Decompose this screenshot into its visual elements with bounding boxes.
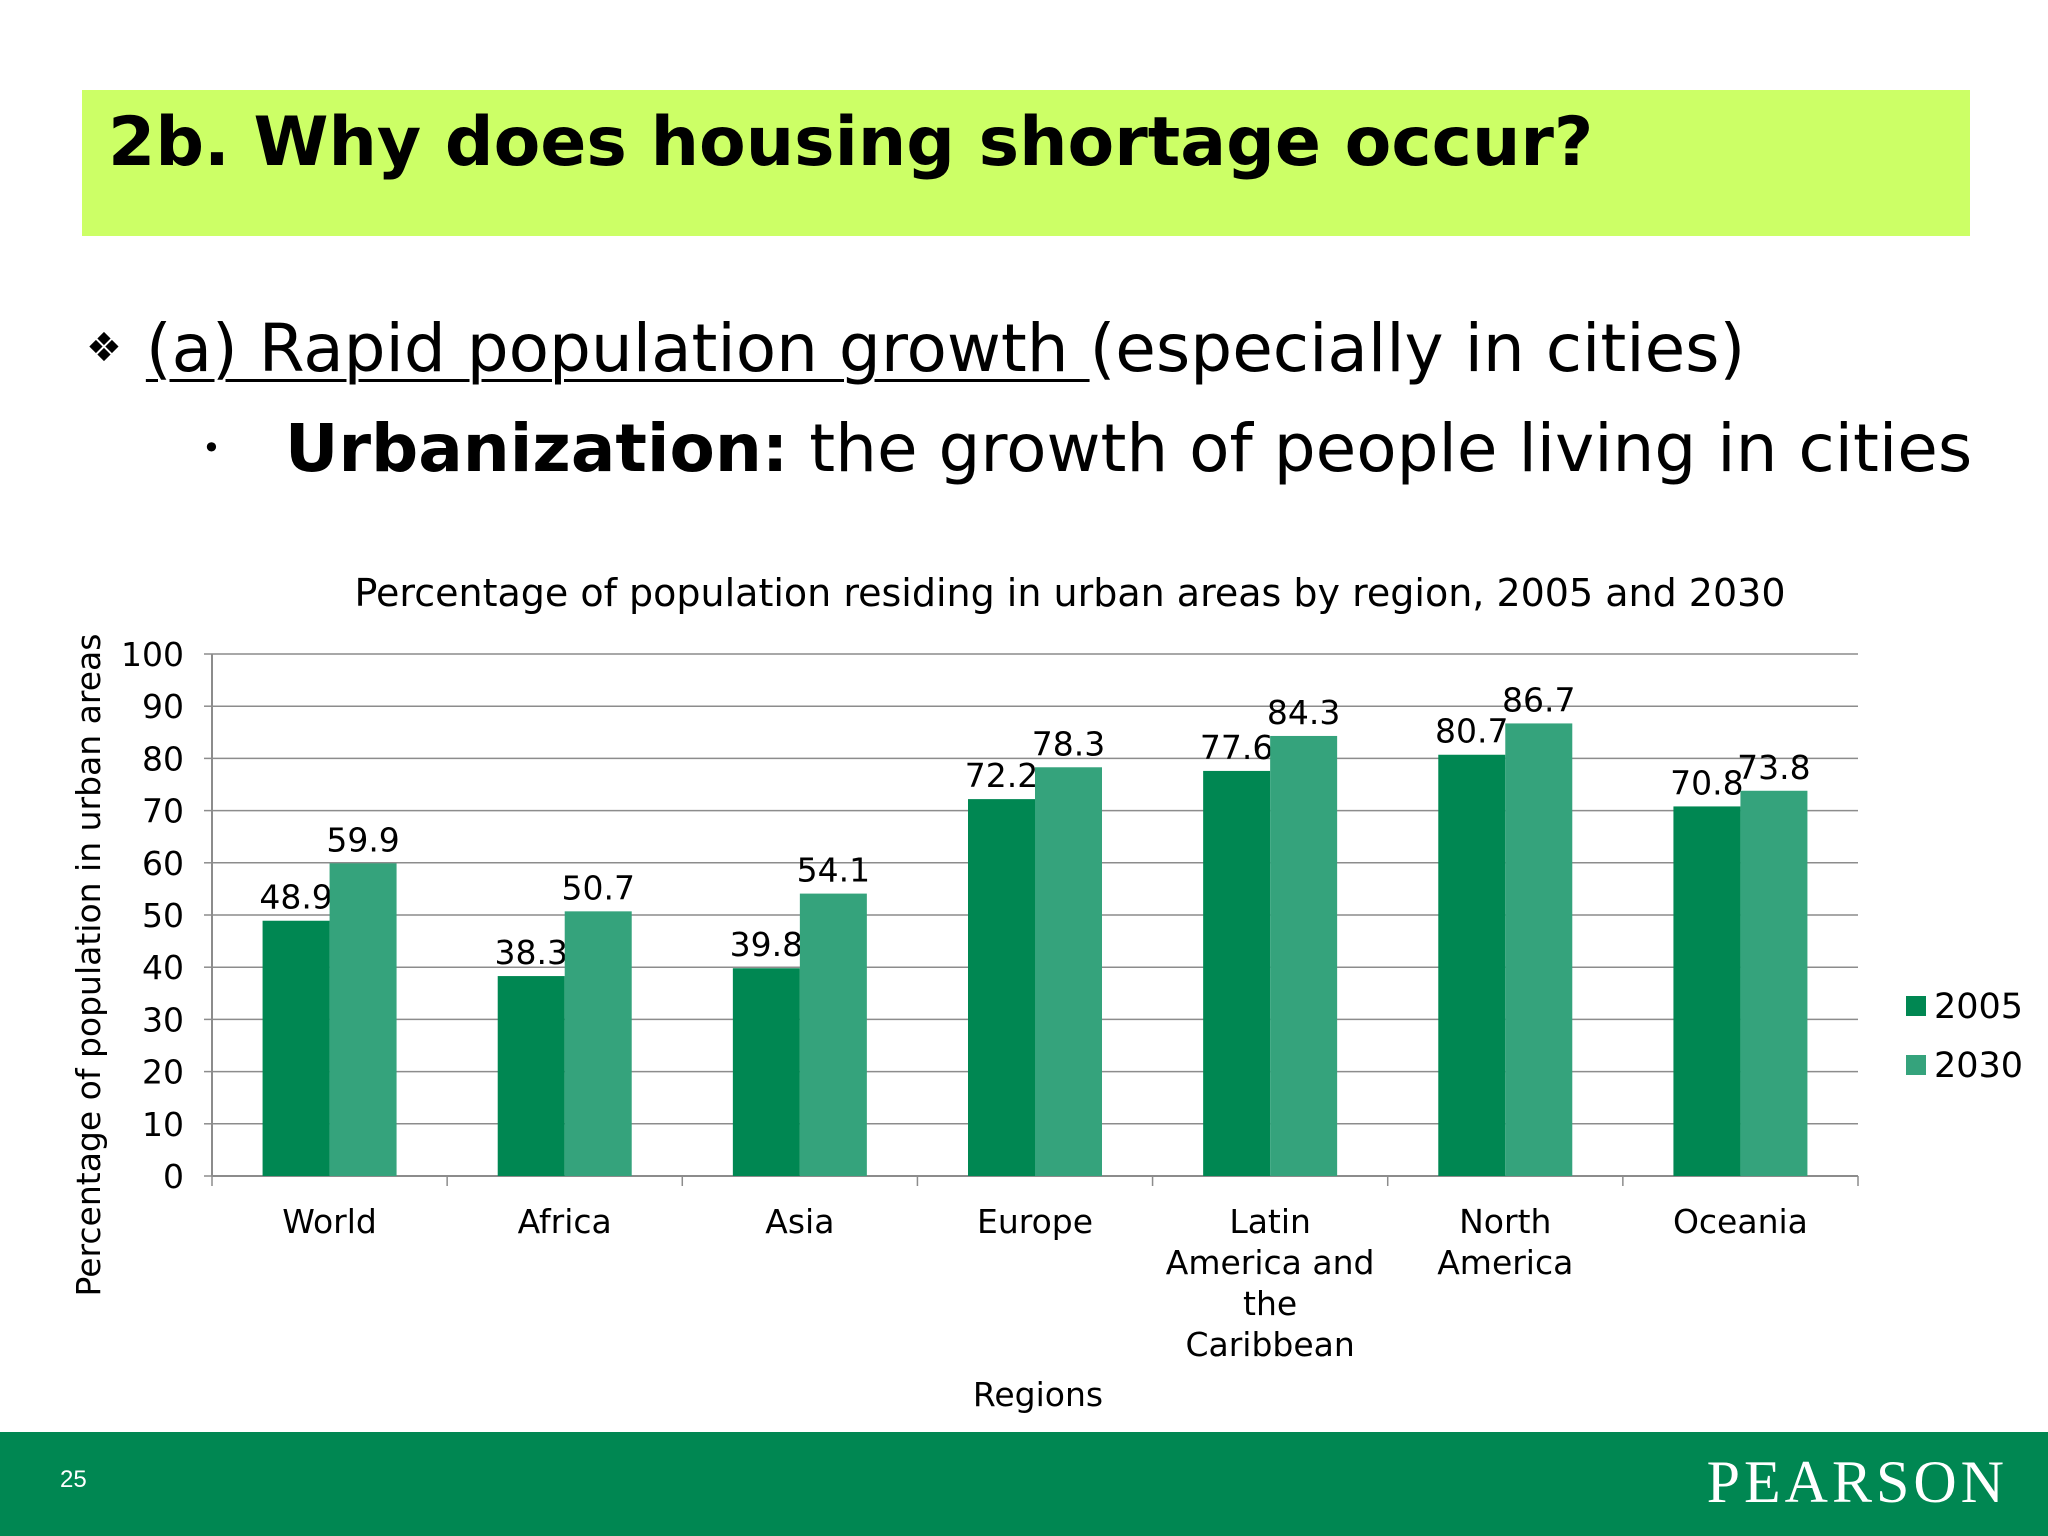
y-axis-title: Percentage of population in urban areas [69,634,108,1297]
bar-2030 [1740,790,1808,1176]
x-category-label-line: World [282,1202,377,1241]
data-label: 59.9 [326,820,399,859]
y-tick-label: 10 [142,1105,184,1144]
page-number: 25 [60,1466,87,1493]
urban-population-bar-chart: Percentage of population residing in urb… [69,571,2023,1414]
data-label: 80.7 [1435,712,1508,751]
x-category-label: Oceania [1673,1202,1808,1241]
data-label: 70.8 [1670,763,1743,802]
x-category-label: World [282,1202,377,1241]
bar-2005 [1438,754,1506,1176]
data-label: 84.3 [1267,693,1340,732]
y-tick-label: 90 [142,687,184,726]
data-label: 72.2 [965,756,1038,795]
data-label: 86.7 [1502,680,1575,719]
y-tick-label: 20 [142,1053,184,1092]
y-tick-label: 40 [142,948,184,987]
bar-2030 [1270,735,1338,1176]
x-category-label-line: Oceania [1673,1202,1808,1241]
bar-2030 [799,893,867,1176]
chart-title: Percentage of population residing in urb… [354,571,1785,615]
bar-2030 [1505,723,1573,1176]
data-label: 48.9 [259,878,332,917]
legend-swatch-2005 [1906,996,1926,1016]
data-label: 38.3 [494,933,567,972]
urbanization-definition: the growth of people living in cities [788,410,1973,487]
legend-swatch-2030 [1906,1055,1926,1075]
data-label: 50.7 [561,868,634,907]
x-category-label-line: North [1459,1202,1551,1241]
y-tick-label: 60 [142,844,184,883]
x-category-label-line: Asia [765,1202,834,1241]
data-label: 54.1 [797,851,870,890]
urbanization-term: Urbanization: [284,410,789,487]
legend-label: 2005 [1934,987,2023,1027]
y-tick-label: 50 [142,896,184,935]
data-label: 39.8 [730,925,803,964]
slide-title: 2b. Why does housing shortage occur? [108,103,1594,182]
y-tick-label: 30 [142,1000,184,1039]
bar-2005 [968,799,1035,1176]
dot-bullet-icon: • [202,429,221,467]
x-category-label-line: America [1437,1243,1573,1282]
title-band [82,90,1970,236]
x-category-label-line: Caribbean [1185,1325,1354,1364]
bar-2005 [1203,770,1271,1176]
bar-2030 [1035,767,1102,1176]
x-category-label-line: Latin [1229,1202,1311,1241]
data-label: 73.8 [1737,748,1810,787]
y-tick-label: 80 [142,739,184,778]
x-category-label-line: the [1243,1284,1297,1323]
y-tick-label: 100 [121,635,184,674]
bullet-underlined-text: (a) Rapid population growth [145,310,1090,387]
x-category-label: Asia [765,1202,834,1241]
x-axis-title: Regions [973,1375,1103,1414]
bullet-rest-text: (especially in cities) [1089,310,1746,387]
y-tick-label: 0 [163,1157,184,1196]
x-category-label-line: America and [1166,1243,1375,1282]
x-category-label: North America [1437,1202,1573,1282]
y-tick-label: 70 [142,792,184,831]
pearson-logo: PEARSON [1706,1449,2008,1515]
legend-label: 2030 [1934,1046,2023,1086]
x-category-label: Europe [977,1202,1093,1241]
bullet-population-growth: ❖ (a) Rapid population growth (especially… [86,298,1745,399]
bar-2030 [329,863,397,1176]
data-label: 77.6 [1200,728,1273,767]
sub-bullet-urbanization: • Urbanization: the growth of people livi… [202,398,1972,499]
bar-2030 [564,911,632,1176]
bar-2005 [732,968,800,1176]
x-category-label-line: Africa [518,1202,612,1241]
footer-bar [0,1432,2048,1536]
x-category-label: Africa [518,1202,612,1241]
data-label: 78.3 [1032,724,1105,763]
bar-2005 [262,920,330,1176]
bar-2005 [497,976,565,1176]
x-category-label: Latin America and the Caribbean [1166,1202,1375,1364]
x-category-label-line: Europe [977,1202,1093,1241]
diamond-bullet-icon: ❖ [86,325,122,371]
bar-2005 [1673,806,1741,1176]
